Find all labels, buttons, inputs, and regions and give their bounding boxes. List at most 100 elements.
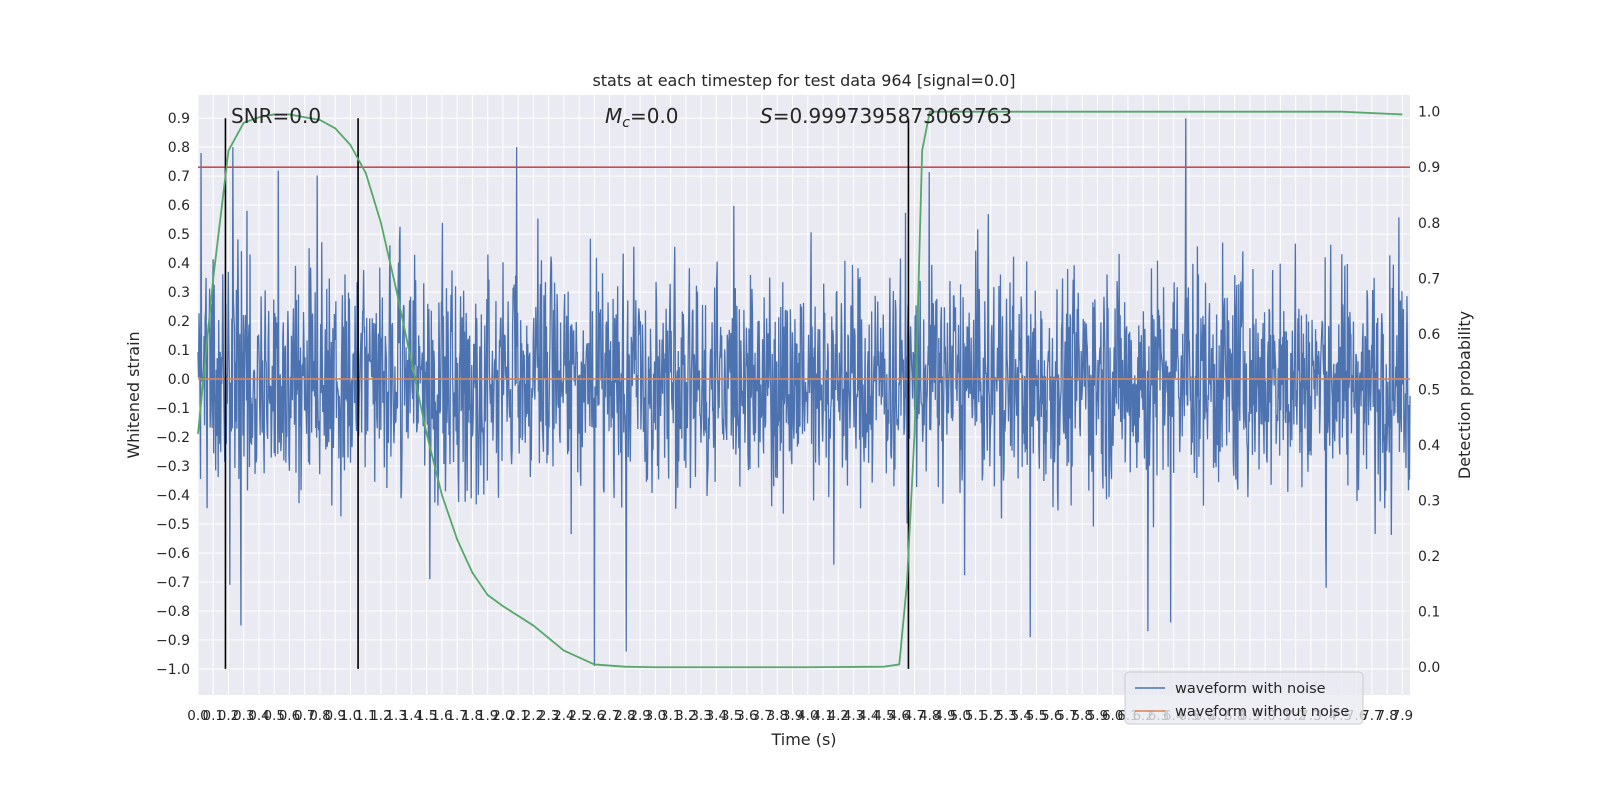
x-tick-label: 2.6	[584, 708, 605, 724]
chart-title: stats at each timestep for test data 964…	[592, 71, 1015, 90]
y-tick-label: −0.7	[156, 575, 190, 591]
x-tick-label: 4.4	[858, 708, 879, 724]
x-tick-label: 0.8	[309, 708, 330, 724]
legend-box	[1124, 671, 1364, 725]
x-tick-label: 3.5	[721, 708, 742, 724]
y-tick-label: −0.1	[156, 401, 190, 417]
x-tick-label: 0.0	[187, 708, 208, 724]
x-tick-label: 7.9	[1392, 708, 1413, 724]
y-right-tick-label: 0.3	[1418, 494, 1440, 510]
y-tick-label: 0.6	[168, 198, 190, 214]
y-tick-label: 0.3	[168, 285, 190, 301]
y-right-tick-label: 0.2	[1418, 549, 1440, 565]
x-tick-label: 1.6	[431, 708, 452, 724]
x-tick-label: 2.9	[629, 708, 650, 724]
x-tick-label: 6.0	[1102, 708, 1123, 724]
x-tick-label: 1.1	[355, 708, 376, 724]
x-tick-label: 0.6	[279, 708, 300, 724]
x-tick-label: 5.7	[1056, 708, 1077, 724]
y-tick-label: 0.5	[168, 227, 190, 243]
detection-probability-line	[197, 110, 1403, 669]
x-tick-label: 3.1	[660, 708, 681, 724]
x-tick-label: 5.5	[1026, 708, 1047, 724]
x-tick-label: 2.0	[492, 708, 513, 724]
x-tick-label: 3.2	[675, 708, 696, 724]
y-right-tick-label: 0.6	[1418, 327, 1440, 343]
x-tick-label: 1.5	[416, 708, 437, 724]
y-tick-label: −0.8	[156, 604, 190, 620]
x-tick-label: 0.5	[263, 708, 284, 724]
legend-label: waveform without noise	[1175, 704, 1349, 720]
x-tick-label: 4.1	[812, 708, 833, 724]
y-tick-label: −0.2	[156, 430, 190, 446]
y-tick-label: 0.4	[168, 256, 190, 272]
x-tick-label: 4.8	[919, 708, 940, 724]
y-right-tick-label: 0.5	[1418, 382, 1440, 398]
x-tick-label: 0.9	[324, 708, 345, 724]
overlay-lines	[197, 110, 1410, 669]
x-tick-label: 7.7	[1361, 708, 1382, 724]
y-tick-label: 0.2	[168, 314, 190, 330]
legend: waveform with noise waveform without nois…	[1124, 671, 1364, 725]
y-tick-label: 0.7	[168, 169, 190, 185]
y-tick-label: 0.1	[168, 343, 190, 359]
x-tick-label: 4.0	[797, 708, 818, 724]
y-right-tick-label: 0.7	[1418, 271, 1440, 287]
y-right-tick-label: 0.8	[1418, 216, 1440, 232]
x-tick-label: 4.9	[934, 708, 955, 724]
y-right-tick-label: 0.9	[1418, 160, 1440, 176]
x-tick-label: 7.8	[1376, 708, 1397, 724]
x-tick-label: 4.5	[873, 708, 894, 724]
x-tick-label: 5.9	[1087, 708, 1108, 724]
x-tick-label: 5.0	[950, 708, 971, 724]
x-tick-label: 4.3	[843, 708, 864, 724]
x-tick-label: 3.7	[751, 708, 772, 724]
x-tick-label: 3.9	[782, 708, 803, 724]
y-tick-label: 0.0	[168, 372, 190, 388]
x-tick-label: 0.4	[248, 708, 269, 724]
x-tick-label: 1.3	[385, 708, 406, 724]
x-tick-label: 3.6	[736, 708, 757, 724]
x-tick-label: 0.3	[233, 708, 254, 724]
x-tick-label: 0.2	[218, 708, 239, 724]
legend-label: waveform with noise	[1175, 681, 1326, 697]
x-tick-label: 0.1	[203, 708, 224, 724]
y-tick-label: −0.4	[156, 488, 190, 504]
x-tick-label: 3.4	[706, 708, 727, 724]
x-tick-label: 1.2	[370, 708, 391, 724]
y-tick-label: 0.9	[168, 111, 190, 127]
x-tick-label: 4.2	[828, 708, 849, 724]
axes: 0.00.10.20.30.40.50.60.70.80.91.01.11.21…	[156, 105, 1440, 724]
x-tick-label: 3.0	[645, 708, 666, 724]
x-tick-label: 5.4	[1011, 708, 1032, 724]
x-axis-label: Time (s)	[770, 730, 836, 749]
x-tick-label: 4.6	[889, 708, 910, 724]
x-tick-label: 5.2	[980, 708, 1001, 724]
x-tick-label: 5.6	[1041, 708, 1062, 724]
x-tick-label: 5.8	[1071, 708, 1092, 724]
mc-annotation: Mc=0.0	[605, 104, 679, 131]
x-tick-label: 1.7	[446, 708, 467, 724]
x-tick-label: 2.5	[568, 708, 589, 724]
x-tick-label: 2.3	[538, 708, 559, 724]
s-annotation: S=0.9997395873069763	[760, 104, 1012, 128]
x-tick-label: 2.2	[523, 708, 544, 724]
x-tick-label: 1.9	[477, 708, 498, 724]
y-right-tick-label: 0.0	[1418, 660, 1440, 676]
x-tick-label: 2.8	[614, 708, 635, 724]
x-tick-label: 1.4	[401, 708, 422, 724]
y-tick-label: −0.6	[156, 546, 190, 562]
x-tick-label: 5.3	[995, 708, 1016, 724]
y-tick-label: −0.3	[156, 459, 190, 475]
y-axis-right-label: Detection probability	[1455, 311, 1474, 479]
snr-annotation: SNR=0.0	[231, 104, 321, 128]
x-tick-label: 3.3	[690, 708, 711, 724]
series-waveform-with-noise	[197, 118, 1411, 667]
x-tick-label: 1.8	[462, 708, 483, 724]
x-tick-label: 3.8	[767, 708, 788, 724]
y-right-tick-label: 0.4	[1418, 438, 1440, 454]
x-tick-label: 2.4	[553, 708, 574, 724]
y-right-tick-label: 1.0	[1418, 105, 1440, 121]
y-tick-label: −1.0	[156, 662, 190, 678]
